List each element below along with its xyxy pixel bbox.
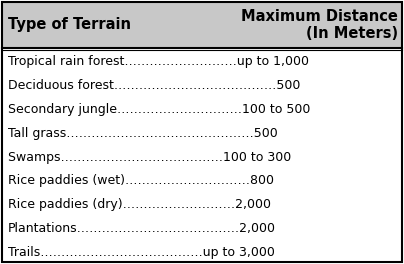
Text: Rice paddies (dry)………………………2,000: Rice paddies (dry)………………………2,000 <box>8 198 271 211</box>
Bar <box>2 2 402 48</box>
Text: Trails…………………………………up to 3,000: Trails…………………………………up to 3,000 <box>8 246 275 259</box>
Text: Plantations…………………………………2,000: Plantations…………………………………2,000 <box>8 222 276 235</box>
Text: Swamps…………………………………100 to 300: Swamps…………………………………100 to 300 <box>8 150 291 163</box>
Text: Deciduous forest…………………………………500: Deciduous forest…………………………………500 <box>8 79 301 92</box>
Text: Type of Terrain: Type of Terrain <box>8 17 131 32</box>
Text: Maximum Distance
(In Meters): Maximum Distance (In Meters) <box>241 9 398 41</box>
Text: Tall grass………………………………………500: Tall grass………………………………………500 <box>8 127 278 140</box>
Text: Secondary jungle…………………………100 to 500: Secondary jungle…………………………100 to 500 <box>8 103 310 116</box>
Text: Tropical rain forest………………………up to 1,000: Tropical rain forest………………………up to 1,000 <box>8 55 309 68</box>
Text: Rice paddies (wet)…………………………800: Rice paddies (wet)…………………………800 <box>8 174 274 187</box>
